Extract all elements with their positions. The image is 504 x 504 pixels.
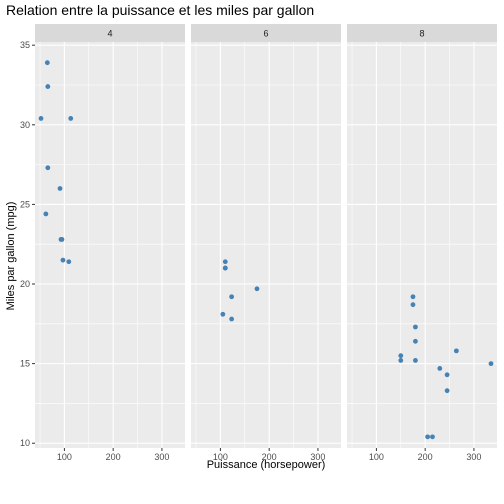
chart-title: Relation entre la puissance et les miles… <box>6 2 314 18</box>
data-point <box>430 434 435 440</box>
data-point <box>398 353 404 359</box>
data-point <box>453 348 459 354</box>
y-tick-label: 20 <box>20 279 30 289</box>
data-point <box>254 286 260 292</box>
data-point <box>59 237 65 242</box>
facet-panel-4: 4 100 200 300 <box>35 24 185 462</box>
data-point <box>413 338 418 344</box>
data-point <box>57 186 63 191</box>
panel-background <box>35 42 185 448</box>
y-tick-label: 10 <box>20 438 30 448</box>
data-point <box>437 365 443 371</box>
data-point <box>425 434 431 440</box>
data-point <box>410 294 416 300</box>
data-point <box>44 60 50 66</box>
facet-strip-6 <box>191 24 341 42</box>
x-tick-label: 300 <box>466 452 481 462</box>
facet-strip-8 <box>347 24 497 42</box>
data-point <box>45 84 51 89</box>
data-point <box>38 116 44 121</box>
facet-strip-label: 6 <box>263 29 268 39</box>
y-axis: 10 15 20 25 30 35 <box>20 40 35 448</box>
data-point <box>444 372 450 378</box>
facet-strip-4 <box>35 24 185 42</box>
data-point <box>398 358 404 363</box>
data-point <box>222 259 228 265</box>
y-tick-label: 35 <box>20 40 30 50</box>
x-tick-label: 200 <box>418 452 433 462</box>
facet-panels: 4 100 200 300 6 100 200 300 8 100 200 300 <box>35 24 497 462</box>
x-tick-label: 300 <box>310 452 325 462</box>
data-point <box>410 302 416 308</box>
data-point <box>229 294 235 300</box>
data-point <box>222 265 228 271</box>
y-axis-title: Miles par gallon (mpg) <box>5 202 17 311</box>
facet-panel-8: 8 100 200 300 <box>347 24 497 462</box>
facet-panel-6: 6 100 200 300 <box>191 24 341 462</box>
panel-background <box>191 42 341 448</box>
data-point <box>220 311 226 317</box>
data-point <box>60 257 66 263</box>
data-point <box>444 388 450 394</box>
data-point <box>488 361 494 367</box>
facet-strip-label: 8 <box>419 29 424 39</box>
y-tick-label: 15 <box>20 359 30 369</box>
y-tick-label: 25 <box>20 199 30 209</box>
x-tick-label: 300 <box>154 452 169 462</box>
data-point <box>413 358 418 363</box>
y-tick-label: 30 <box>20 120 30 130</box>
panel-background <box>347 42 497 448</box>
data-point <box>66 259 72 265</box>
facet-strip-label: 4 <box>107 29 112 39</box>
data-point <box>43 211 49 217</box>
x-tick-label: 100 <box>57 452 72 462</box>
x-tick-label: 200 <box>106 452 121 462</box>
x-tick-label: 100 <box>369 452 384 462</box>
data-point <box>68 116 74 121</box>
data-point <box>45 165 51 171</box>
x-tick-label: 200 <box>262 452 277 462</box>
x-axis-title: Puissance (horsepower) <box>207 459 326 471</box>
data-point <box>229 316 235 322</box>
x-tick-label: 100 <box>213 452 228 462</box>
data-point <box>413 324 418 330</box>
